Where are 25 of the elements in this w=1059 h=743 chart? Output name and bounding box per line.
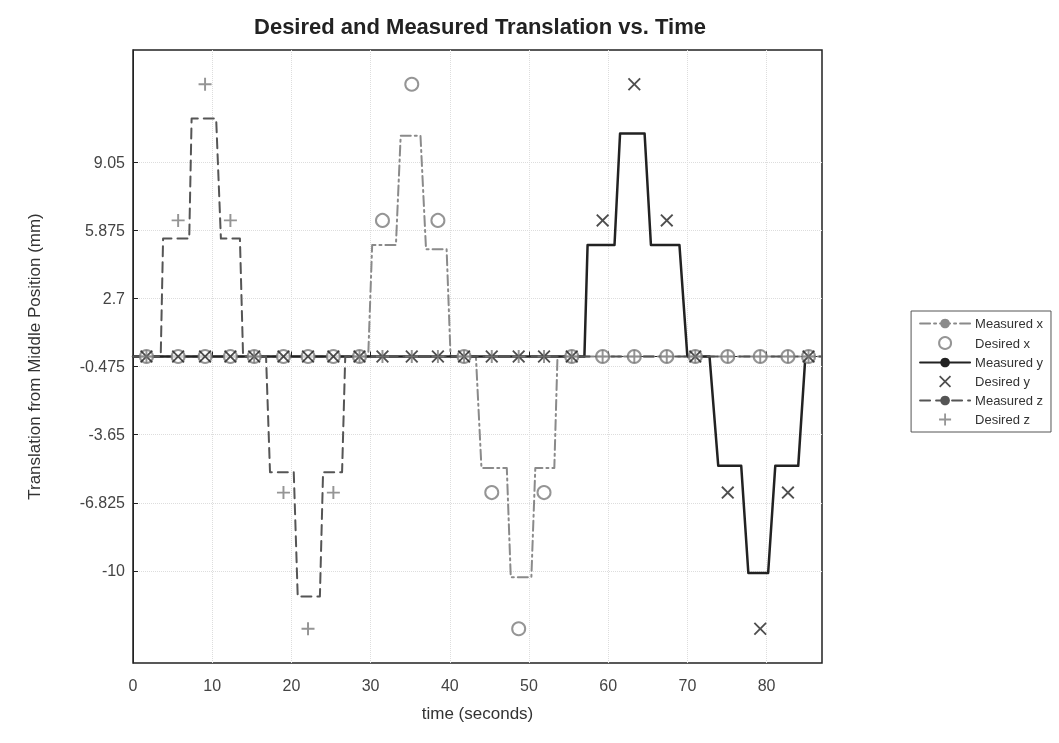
legend-label: Measured y xyxy=(975,355,1044,370)
y-tick-label: 5.875 xyxy=(84,222,126,240)
x-tick-label: 10 xyxy=(203,676,222,694)
y-tick-label: 2.7 xyxy=(102,290,126,308)
legend-label: Desired z xyxy=(975,412,1030,427)
x-tick-label: 0 xyxy=(128,676,138,694)
x-tick-label: 30 xyxy=(361,676,380,694)
y-axis-title: Translation from Middle Position (mm) xyxy=(25,213,44,500)
legend-label: Measured z xyxy=(975,393,1043,408)
x-tick-label: 80 xyxy=(757,676,776,694)
x-tick-label: 40 xyxy=(440,676,459,694)
y-tick-label: -0.475 xyxy=(79,358,126,376)
chart-title: Desired and Measured Translation vs. Time xyxy=(254,13,706,39)
y-tick-label: -3.65 xyxy=(88,426,126,444)
legend-label: Measured x xyxy=(975,316,1044,331)
y-tick-label: -6.825 xyxy=(79,494,126,512)
y-tick-label: -10 xyxy=(101,562,126,580)
x-tick-label: 60 xyxy=(599,676,618,694)
y-tick-label: 9.05 xyxy=(93,154,126,172)
x-axis-title: time (seconds) xyxy=(421,704,534,723)
legend-label: Desired y xyxy=(975,374,1031,389)
x-tick-label: 50 xyxy=(520,676,538,694)
x-tick-label: 70 xyxy=(678,676,697,694)
legend-label: Desired x xyxy=(975,335,1031,351)
x-tick-label: 20 xyxy=(282,676,301,694)
